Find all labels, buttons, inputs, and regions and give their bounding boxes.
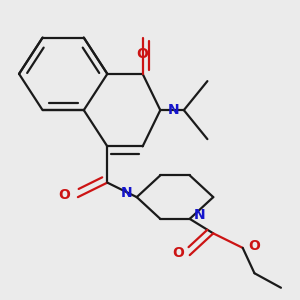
Text: O: O xyxy=(137,47,148,61)
Text: N: N xyxy=(121,187,132,200)
Text: N: N xyxy=(194,208,206,222)
Text: N: N xyxy=(168,103,179,117)
Text: O: O xyxy=(172,246,184,260)
Text: O: O xyxy=(249,239,260,253)
Text: O: O xyxy=(59,188,70,202)
